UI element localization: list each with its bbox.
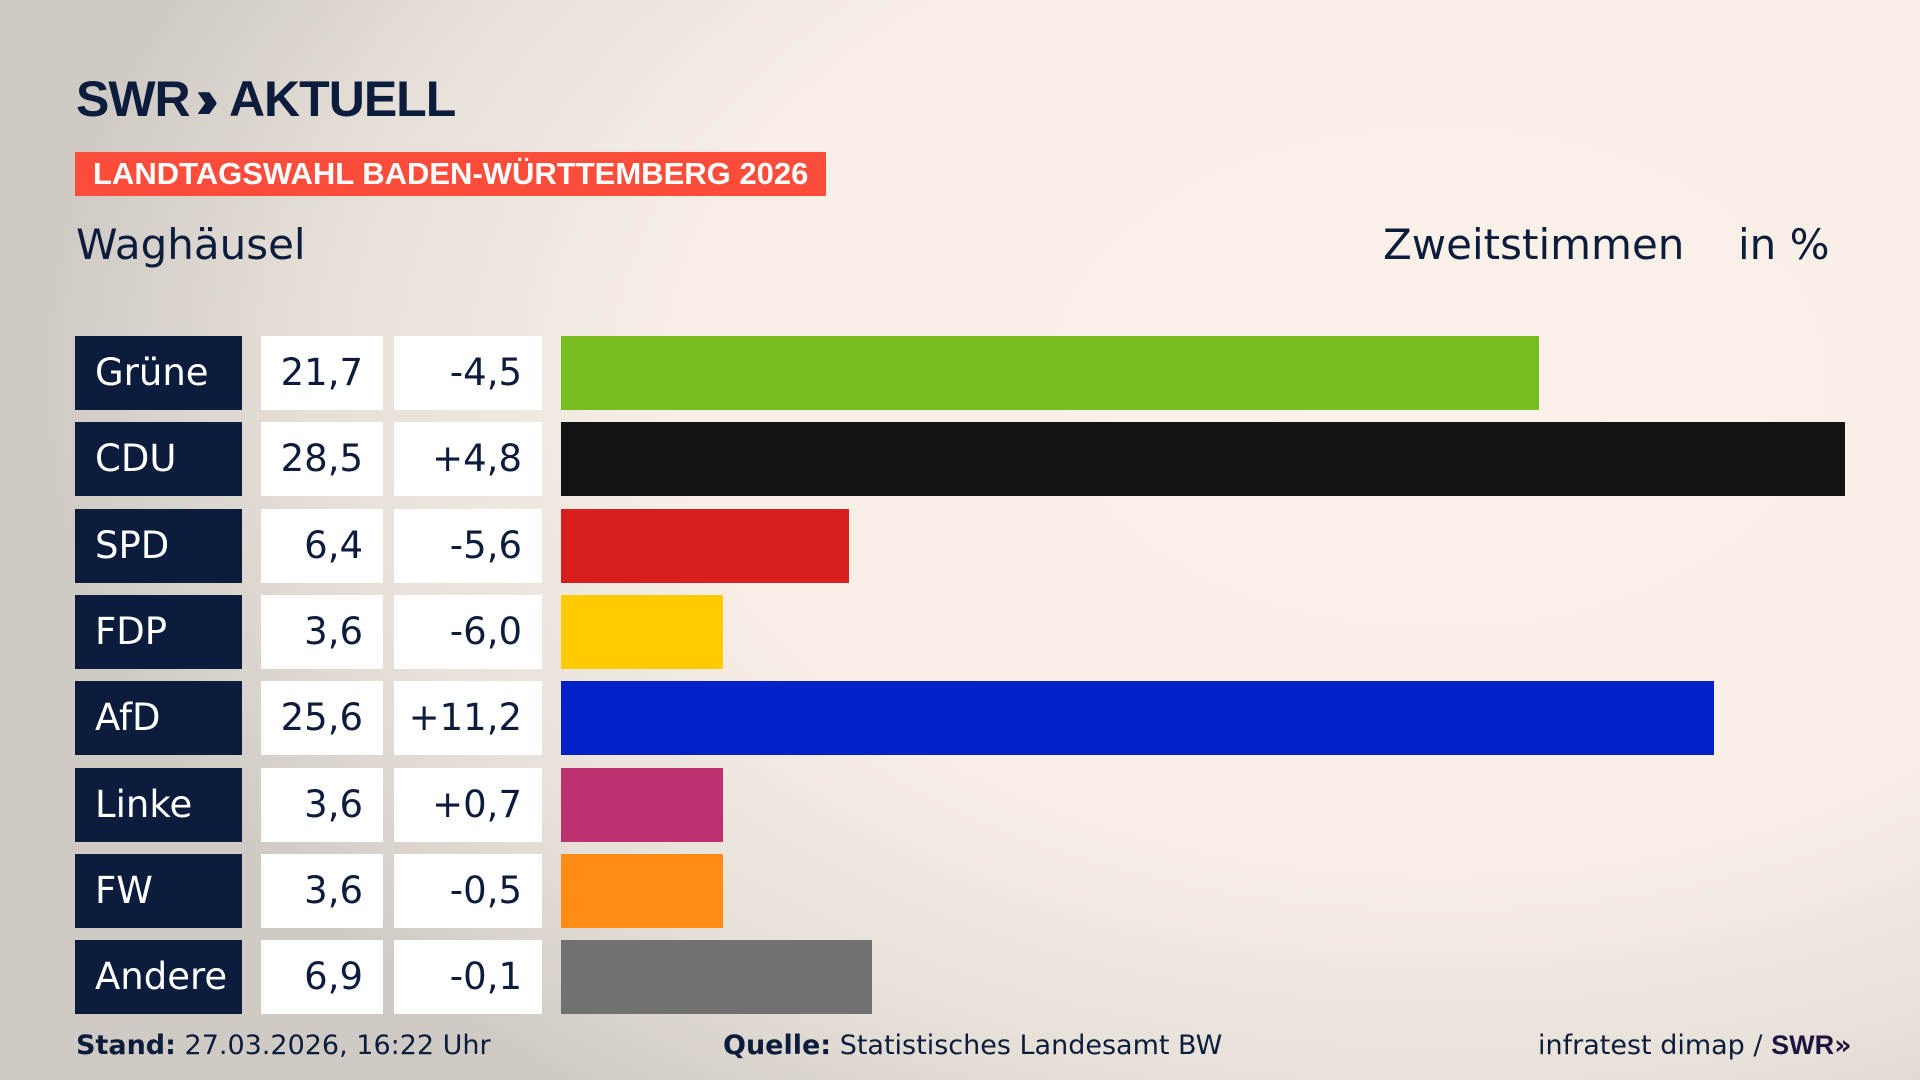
source-label: Quelle: [723, 1030, 832, 1061]
diff-label: -5,6 [394, 508, 542, 583]
unit-label: in % [1738, 220, 1830, 269]
value-label: 6,9 [261, 940, 383, 1015]
chart-row: Linke 3,6 +0,7 [75, 767, 724, 842]
value-label: 25,6 [261, 681, 383, 756]
value-label: 3,6 [261, 767, 383, 842]
party-label: AfD [75, 681, 242, 756]
bar [561, 853, 724, 928]
stand-label: Stand: [76, 1030, 176, 1061]
diff-label: +0,7 [394, 767, 542, 842]
party-label: Grüne [75, 336, 242, 410]
value-label: 6,4 [261, 508, 383, 583]
diff-label: +11,2 [394, 681, 542, 756]
source-info: Quelle: Statistisches Landesamt BW [723, 1030, 1222, 1061]
swr-small-logo: SWR [1771, 1030, 1835, 1060]
value-label: 3,6 [261, 853, 383, 928]
source-value: Statistisches Landesamt BW [839, 1030, 1223, 1061]
swr-aktuell-logo: SWR ›› AKTUELL [76, 66, 456, 131]
chevron-icon: » [1834, 1030, 1852, 1061]
chart-row: CDU 28,5 +4,8 [75, 422, 1845, 497]
stand-value: 27.03.2026, 16:22 Uhr [184, 1030, 491, 1061]
diff-label: -0,5 [394, 853, 542, 928]
chart-row: Andere 6,9 -0,1 [75, 940, 872, 1015]
chart-row: SPD 6,4 -5,6 [75, 508, 850, 583]
logo-text: SWR [76, 70, 191, 127]
logo-suffix: AKTUELL [228, 70, 456, 127]
party-label: SPD [75, 508, 242, 583]
diff-label: +4,8 [394, 422, 542, 497]
chart-row: Grüne 21,7 -4,5 [75, 336, 1539, 410]
chart-row: FW 3,6 -0,5 [75, 853, 724, 928]
chart-row: AfD 25,6 +11,2 [75, 681, 1715, 756]
party-label: Andere [75, 940, 242, 1015]
election-banner: LANDTAGSWAHL BADEN-WÜRTTEMBERG 2026 [75, 152, 827, 196]
bar [561, 508, 850, 583]
bar [561, 940, 872, 1015]
diff-label: -4,5 [394, 336, 542, 410]
bar [561, 336, 1539, 410]
chart-row: FDP 3,6 -6,0 [75, 594, 724, 669]
bar [561, 681, 1715, 756]
bar [561, 767, 724, 842]
value-label: 28,5 [261, 422, 383, 497]
stand-info: Stand: 27.03.2026, 16:22 Uhr [76, 1030, 491, 1061]
place-title: Waghäusel [76, 220, 306, 269]
credit-text: infratest dimap / [1538, 1030, 1763, 1061]
party-label: CDU [75, 422, 242, 497]
credit-info: infratest dimap / SWR» [1538, 1030, 1852, 1061]
chevron-logo-icon: ›› [195, 67, 220, 130]
vote-type: Zweitstimmen [1383, 220, 1685, 269]
diff-label: -6,0 [394, 594, 542, 669]
party-label: FDP [75, 594, 242, 669]
party-label: FW [75, 853, 242, 928]
value-label: 21,7 [261, 336, 383, 410]
party-label: Linke [75, 767, 242, 842]
bar [561, 422, 1845, 497]
bar [561, 594, 724, 669]
value-label: 3,6 [261, 594, 383, 669]
diff-label: -0,1 [394, 940, 542, 1015]
